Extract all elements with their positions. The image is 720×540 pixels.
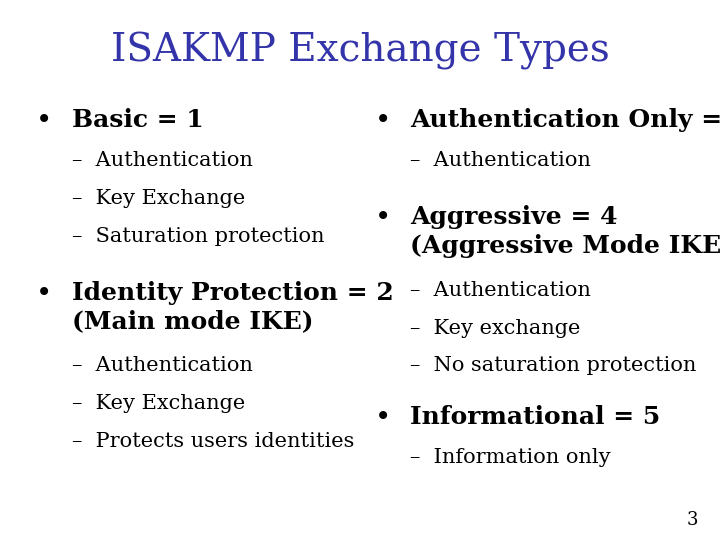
Text: Informational = 5: Informational = 5 <box>410 405 661 429</box>
Text: –  Saturation protection: – Saturation protection <box>72 227 325 246</box>
Text: –  Key Exchange: – Key Exchange <box>72 394 246 413</box>
Text: Aggressive = 4
(Aggressive Mode IKE): Aggressive = 4 (Aggressive Mode IKE) <box>410 205 720 258</box>
Text: –  Key exchange: – Key exchange <box>410 319 581 338</box>
Text: •: • <box>374 405 391 432</box>
Text: –  Authentication: – Authentication <box>72 151 253 170</box>
Text: •: • <box>374 108 391 135</box>
Text: Basic = 1: Basic = 1 <box>72 108 204 132</box>
Text: –  Authentication: – Authentication <box>410 281 591 300</box>
Text: ISAKMP Exchange Types: ISAKMP Exchange Types <box>111 32 609 70</box>
Text: 3: 3 <box>687 511 698 529</box>
Text: –  Authentication: – Authentication <box>410 151 591 170</box>
Text: –  Key Exchange: – Key Exchange <box>72 189 246 208</box>
Text: Identity Protection = 2
(Main mode IKE): Identity Protection = 2 (Main mode IKE) <box>72 281 394 334</box>
Text: •: • <box>36 108 53 135</box>
Text: –  Information only: – Information only <box>410 448 611 467</box>
Text: •: • <box>36 281 53 308</box>
Text: Authentication Only = 3: Authentication Only = 3 <box>410 108 720 132</box>
Text: –  No saturation protection: – No saturation protection <box>410 356 697 375</box>
Text: –  Protects users identities: – Protects users identities <box>72 432 354 451</box>
Text: •: • <box>374 205 391 232</box>
Text: –  Authentication: – Authentication <box>72 356 253 375</box>
